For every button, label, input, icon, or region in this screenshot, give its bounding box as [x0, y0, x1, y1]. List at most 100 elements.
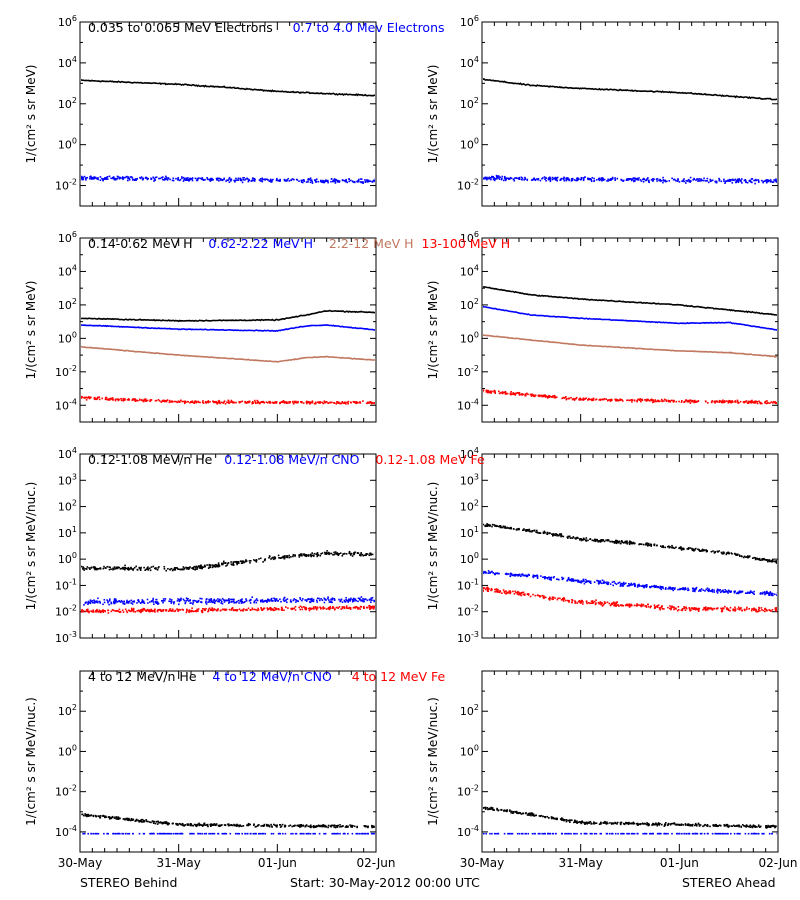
data-point [289, 401, 292, 403]
data-point [222, 599, 225, 601]
data-point [322, 608, 325, 610]
data-point [584, 398, 586, 400]
data-point [492, 176, 494, 179]
data-point [181, 400, 183, 403]
data-point [551, 178, 554, 181]
y-tick-label: 10-4 [55, 397, 77, 412]
data-point [288, 556, 291, 559]
data-point [630, 179, 633, 182]
data-point [656, 178, 659, 180]
data-point [289, 824, 292, 827]
data-point [306, 401, 308, 404]
data-point [333, 608, 336, 611]
data-point [271, 826, 273, 828]
data-point [155, 601, 157, 604]
data-point [183, 567, 186, 570]
data-point [190, 178, 193, 180]
data-point [578, 178, 580, 180]
data-point [364, 179, 366, 181]
data-point [218, 600, 220, 603]
data-point [234, 609, 237, 611]
data-point [260, 401, 263, 403]
series-0-035-to-0-065-mev-electrons [483, 77, 777, 101]
data-point [316, 601, 318, 603]
data-point [343, 606, 346, 608]
data-point [333, 598, 336, 600]
data-point [352, 825, 354, 827]
data-point [764, 608, 766, 610]
data-point [487, 570, 490, 572]
data-point [580, 601, 582, 603]
data-point [332, 606, 334, 608]
data-point [320, 824, 322, 827]
series-0-7-to-4-0-mev-electrons [81, 175, 375, 184]
data-point [735, 592, 738, 595]
data-point [114, 601, 117, 603]
data-point [499, 525, 502, 528]
data-point [109, 598, 111, 600]
data-point [341, 401, 344, 403]
data-point [765, 609, 768, 611]
data-point [583, 538, 586, 541]
data-point [276, 178, 278, 181]
data-point [585, 540, 588, 542]
data-point [368, 402, 370, 404]
data-point [112, 567, 114, 570]
data-point [200, 567, 202, 569]
data-point [116, 610, 119, 612]
data-point [711, 591, 714, 593]
data-point [227, 179, 229, 182]
data-point [343, 402, 345, 404]
data-point [369, 553, 372, 556]
data-point [167, 177, 169, 180]
data-point [357, 600, 359, 603]
data-point [187, 177, 189, 179]
data-point [309, 608, 312, 610]
data-point [267, 598, 269, 601]
data-point [96, 601, 99, 604]
data-point [93, 396, 96, 399]
data-point [491, 588, 493, 591]
data-point [631, 584, 634, 586]
data-point [85, 609, 88, 611]
data-point [639, 398, 641, 400]
data-point [232, 562, 235, 565]
data-point [95, 601, 98, 603]
data-point [367, 180, 369, 182]
data-point [628, 543, 631, 546]
data-point [195, 400, 198, 403]
data-point [648, 181, 650, 184]
data-point [178, 600, 181, 603]
data-point [371, 401, 374, 404]
data-point [657, 604, 660, 606]
data-point [659, 587, 661, 589]
data-point [571, 599, 573, 601]
data-point [110, 610, 113, 613]
data-point [139, 602, 142, 604]
y-tick-label: 104 [460, 446, 479, 461]
data-point [327, 596, 329, 598]
data-point [242, 178, 244, 181]
data-point [344, 401, 347, 404]
data-point [150, 821, 152, 824]
data-point [188, 568, 190, 570]
data-point [562, 597, 565, 600]
data-point [346, 599, 348, 602]
data-point [325, 599, 327, 601]
data-point [640, 604, 642, 606]
data-point [366, 179, 368, 181]
data-point [656, 544, 658, 547]
data-point [577, 580, 580, 582]
data-point [734, 401, 736, 403]
data-point [746, 556, 748, 558]
data-point [572, 536, 575, 538]
data-point [584, 581, 587, 583]
data-point [705, 549, 707, 551]
data-point [754, 557, 756, 559]
data-point [763, 592, 766, 594]
data-point [139, 610, 141, 612]
data-point [133, 399, 135, 401]
data-point [517, 391, 520, 394]
data-point [532, 593, 534, 596]
data-point [356, 180, 359, 182]
